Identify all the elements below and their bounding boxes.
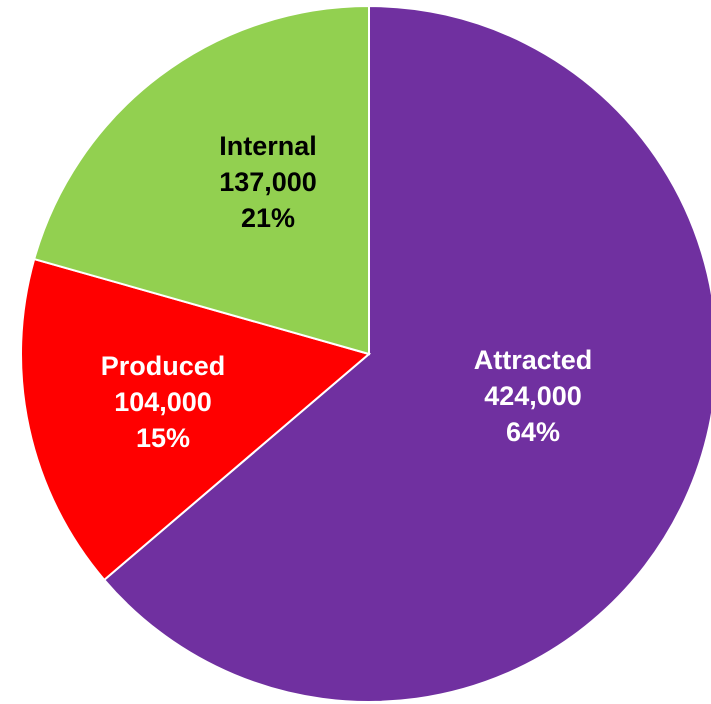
- data-label-produced: Produced 104,000 15%: [101, 351, 226, 453]
- pie-slice-produced: [20, 257, 372, 582]
- data-label-percent: 15%: [136, 423, 190, 453]
- data-label-percent: 21%: [241, 203, 295, 233]
- data-label-attracted: Attracted 424,000 64%: [474, 345, 593, 447]
- data-label-internal: Internal 137,000 21%: [219, 131, 317, 233]
- pie-slice-attracted: [102, 4, 711, 703]
- data-label-value: 137,000: [219, 167, 317, 197]
- data-label-label: Internal: [219, 131, 317, 161]
- data-label-label: Produced: [101, 351, 226, 381]
- data-label-label: Attracted: [474, 345, 593, 375]
- data-label-value: 424,000: [484, 381, 582, 411]
- data-label-percent: 64%: [506, 417, 560, 447]
- data-label-value: 104,000: [114, 387, 212, 417]
- pie-slice-internal: [32, 4, 370, 356]
